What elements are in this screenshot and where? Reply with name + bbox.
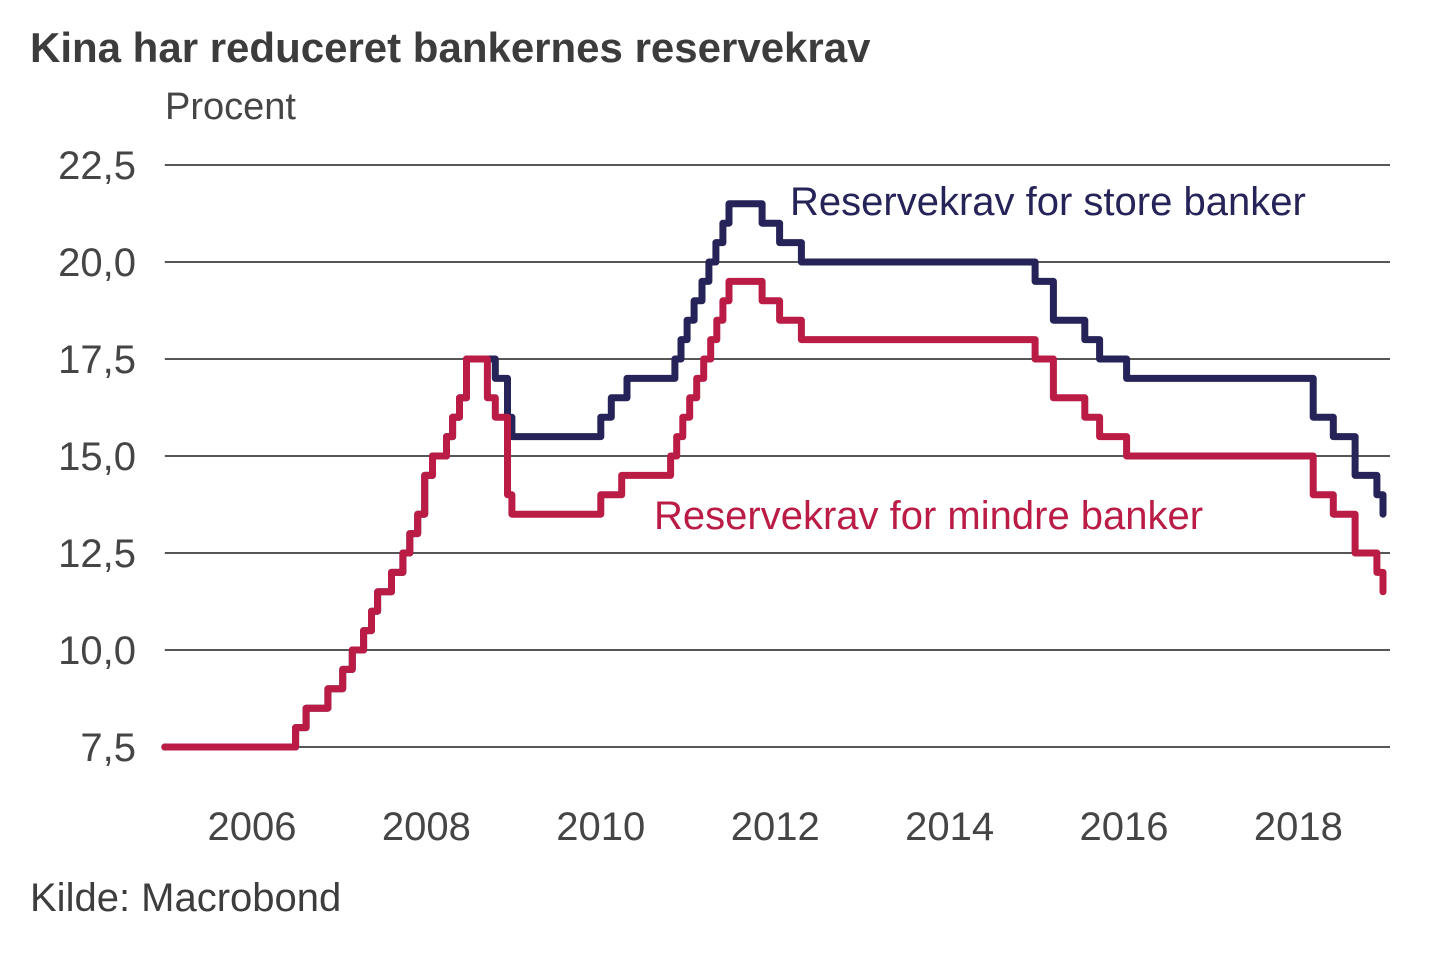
y-tick-label: 10,0 xyxy=(58,629,136,673)
y-tick-label: 17,5 xyxy=(58,338,136,382)
x-tick-label: 2010 xyxy=(556,805,645,849)
y-tick-label: 7,5 xyxy=(80,726,136,770)
series-label-store-banker: Reservekrav for store banker xyxy=(790,180,1306,224)
series-line-store-banker xyxy=(161,200,1387,751)
x-tick-label: 2008 xyxy=(382,805,471,849)
x-tick-label: 2016 xyxy=(1080,805,1169,849)
x-tick-label: 2006 xyxy=(208,805,297,849)
x-tick-label: 2012 xyxy=(731,805,820,849)
series-line-mindre-banker xyxy=(161,277,1387,751)
x-tick-label: 2014 xyxy=(905,805,994,849)
series-label-mindre-banker: Reservekrav for mindre banker xyxy=(654,494,1204,538)
y-tick-label: 15,0 xyxy=(58,435,136,479)
chart-title: Kina har reduceret bankernes reservekrav xyxy=(30,24,871,71)
x-tick-label: 2018 xyxy=(1254,805,1343,849)
y-tick-label: 20,0 xyxy=(58,241,136,285)
y-tick-label: 12,5 xyxy=(58,532,136,576)
source-note: Kilde: Macrobond xyxy=(30,876,342,920)
y-tick-label: 22,5 xyxy=(58,144,136,188)
y-axis-title: Procent xyxy=(165,86,296,128)
